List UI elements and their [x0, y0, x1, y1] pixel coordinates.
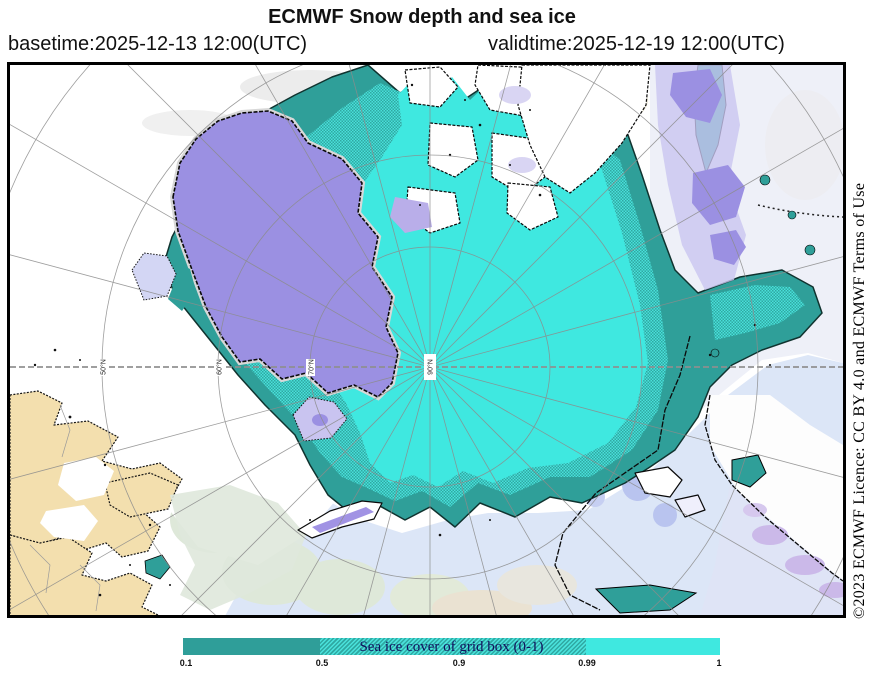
beige-patch [497, 565, 577, 605]
alaska-lavender-patch [785, 555, 825, 575]
north-america-features [554, 65, 843, 615]
legend-title: Sea ice cover of grid box (0-1) [359, 639, 544, 655]
sea-ice-legend: Sea ice cover of grid box (0-1) 0.1 0.5 … [180, 638, 722, 668]
iceland-island [131, 252, 177, 301]
novaya-zemlya-ridge [312, 507, 374, 533]
alaska-purple-snow [710, 230, 746, 265]
small-ice-islet [804, 244, 816, 256]
white-sea-ice-spot [144, 554, 171, 580]
alaska-coastline [704, 394, 843, 582]
coast-speckles [33, 83, 771, 597]
severnaya-zemlya-island [634, 466, 683, 498]
arctic-archipelago [297, 65, 706, 539]
legend-segment-low [183, 638, 320, 655]
pole-label: 90°N [427, 359, 435, 375]
lat-label-50n: 50°N [100, 359, 108, 375]
lat-label-box [306, 359, 315, 376]
alaska-lavender-patch [819, 582, 843, 598]
legend-tick-0.5: 0.5 [315, 658, 329, 668]
bering-sea-open-water [710, 395, 843, 585]
island-snow-patch [390, 197, 432, 233]
lat-label-60n: 60°N [216, 359, 224, 375]
baltic-water [58, 457, 114, 501]
alaska-purple-snow [692, 165, 745, 225]
europe-country-borders [29, 404, 101, 612]
bering-ice-blob [731, 454, 767, 488]
island-snow-tint [499, 86, 531, 104]
copyright-vertical-text: ©2023 ECMWF Licence: CC BY 4.0 and ECMWF… [851, 182, 868, 619]
greenland-group [131, 107, 402, 442]
greenland-landmass [172, 110, 399, 398]
alaska-coastal-snow-band [700, 485, 843, 615]
small-ice-islet [787, 210, 797, 220]
lat-label-box [98, 359, 107, 376]
pole-label-box [424, 354, 436, 380]
basetime-text: basetime:2025-12-13 12:00(UTC) [8, 33, 308, 55]
alaska-purple-snow [670, 69, 722, 123]
lat-label-box [214, 359, 223, 376]
map-svg: 90°N 50°N 60°N 70°N [10, 65, 843, 615]
chukotka-coastline [554, 335, 691, 611]
archipelago-island [506, 182, 559, 231]
legend-segment-full [586, 638, 720, 655]
gray-patch-topright [765, 90, 843, 200]
archipelago-island [404, 66, 459, 108]
legend-tick-1: 1 [716, 658, 722, 668]
small-ice-spot [710, 348, 720, 358]
bottom-ice-blob [594, 584, 698, 614]
island-snow-tint [508, 157, 536, 173]
siberia-snow-field [225, 355, 843, 615]
map-frame: 90°N 50°N 60°N 70°N [7, 62, 846, 618]
small-ice-islet [759, 174, 771, 186]
page-title: ECMWF Snow depth and sea ice [268, 6, 576, 28]
alaska-lavender-patch [752, 525, 788, 545]
baltic-water [40, 505, 98, 541]
legend-tick-0.1: 0.1 [179, 658, 193, 668]
periwinkle-snow-spot [653, 503, 677, 527]
validtime-text: validtime:2025-12-19 12:00(UTC) [488, 33, 785, 55]
meridian-lines [10, 65, 843, 615]
legend-tick-0.9: 0.9 [452, 658, 466, 668]
bering-lobe-dither [710, 285, 805, 340]
europe-landmass [10, 390, 183, 615]
gray-green-patch [295, 559, 385, 615]
graticule-labels: 90°N 50°N 60°N 70°N [98, 354, 436, 380]
severnaya-zemlya-island [674, 494, 706, 518]
legend-tick-0.99: 0.99 [578, 658, 596, 668]
ellesmere-land [517, 65, 651, 194]
russia-green-snow-wash [170, 485, 306, 610]
lat-label-70n: 70°N [308, 359, 316, 375]
legend-segment-mid-dither [320, 638, 586, 655]
archipelago-island [427, 122, 479, 178]
